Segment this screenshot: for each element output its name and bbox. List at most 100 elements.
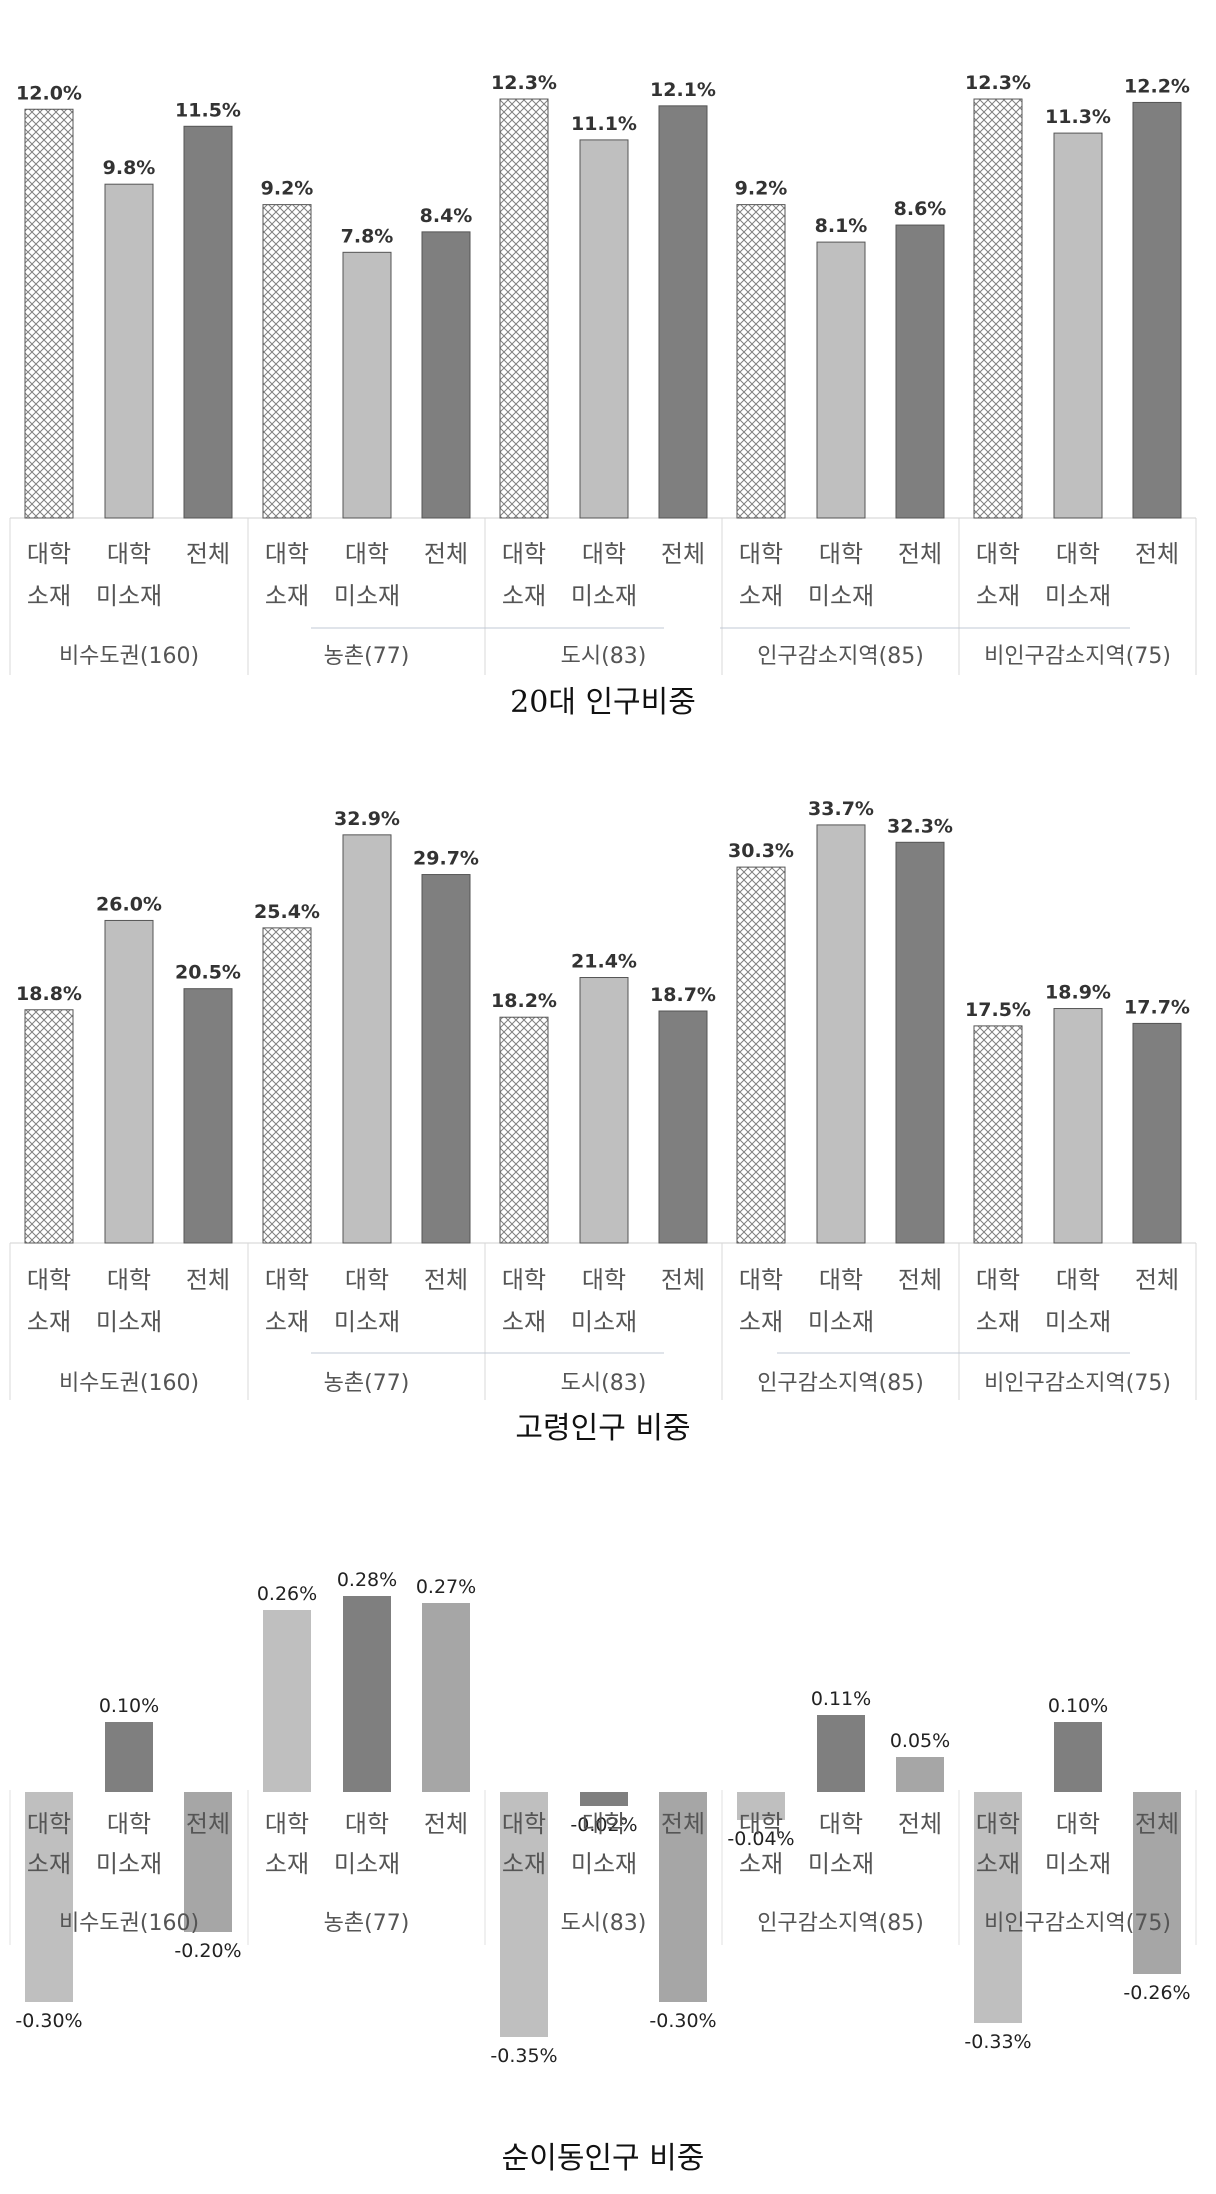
category-label: 미소재 bbox=[334, 582, 400, 610]
data-label: 26.0% bbox=[96, 893, 162, 915]
bar bbox=[1054, 1722, 1102, 1792]
data-label: 17.5% bbox=[965, 999, 1031, 1021]
data-label: 11.5% bbox=[175, 99, 241, 121]
category-label: 전체 bbox=[424, 540, 468, 568]
bar bbox=[183, 125, 233, 519]
data-label: 20.5% bbox=[175, 962, 241, 984]
data-label: -0.02% bbox=[570, 1814, 637, 1836]
group-label: 비수도권(160) bbox=[59, 644, 199, 669]
bar bbox=[816, 824, 866, 1244]
bar bbox=[499, 1016, 549, 1244]
bar bbox=[1132, 101, 1182, 519]
category-label: 대학 bbox=[107, 1266, 151, 1294]
data-label: 17.7% bbox=[1124, 996, 1190, 1018]
data-label: -0.04% bbox=[727, 1828, 794, 1850]
bar bbox=[895, 841, 945, 1244]
category-label: 미소재 bbox=[1045, 1308, 1111, 1336]
data-label: 18.9% bbox=[1045, 982, 1111, 1004]
chart-title: 순이동인구 비중 bbox=[502, 2141, 705, 2176]
bar bbox=[104, 183, 154, 519]
data-label: -0.33% bbox=[964, 2031, 1031, 2053]
category-label: 전체 bbox=[424, 1810, 468, 1838]
data-label: -0.30% bbox=[649, 2010, 716, 2032]
bar bbox=[262, 204, 312, 519]
data-label: 30.3% bbox=[728, 840, 794, 862]
bar bbox=[817, 1715, 865, 1792]
data-label: 25.4% bbox=[254, 901, 320, 923]
category-label: 미소재 bbox=[808, 582, 874, 610]
category-label: 대학 bbox=[502, 540, 546, 568]
category-label: 소재 bbox=[502, 1850, 546, 1878]
bar bbox=[1053, 1008, 1103, 1244]
bar bbox=[659, 1792, 707, 2002]
category-label: 미소재 bbox=[334, 1850, 400, 1878]
category-label: 전체 bbox=[898, 1266, 942, 1294]
data-label: 0.28% bbox=[337, 1569, 397, 1591]
category-label: 대학 bbox=[819, 1810, 863, 1838]
data-label: 11.3% bbox=[1045, 106, 1111, 128]
data-label: 12.2% bbox=[1124, 75, 1190, 97]
bar bbox=[24, 108, 74, 519]
data-label: 12.3% bbox=[965, 72, 1031, 94]
category-label: 대학 bbox=[1056, 1810, 1100, 1838]
category-label: 대학 bbox=[739, 1266, 783, 1294]
category-label: 전체 bbox=[1135, 1810, 1179, 1838]
group-label: 농촌(77) bbox=[324, 1371, 410, 1396]
data-label: 11.1% bbox=[571, 113, 637, 135]
category-label: 대학 bbox=[976, 540, 1020, 568]
category-label: 소재 bbox=[265, 1850, 309, 1878]
bar bbox=[973, 1025, 1023, 1244]
category-label: 미소재 bbox=[96, 1308, 162, 1336]
bar bbox=[1133, 1792, 1181, 1974]
bar bbox=[737, 1792, 785, 1820]
category-label: 대학 bbox=[265, 1266, 309, 1294]
category-label: 미소재 bbox=[808, 1850, 874, 1878]
category-label: 전체 bbox=[898, 1810, 942, 1838]
group-label: 도시(83) bbox=[561, 644, 647, 669]
bar bbox=[342, 251, 392, 519]
bar bbox=[896, 1757, 944, 1792]
category-label: 전체 bbox=[661, 1810, 705, 1838]
bar bbox=[1132, 1022, 1182, 1244]
bar bbox=[342, 834, 392, 1244]
bar bbox=[263, 1610, 311, 1792]
bar bbox=[736, 866, 786, 1244]
category-label: 소재 bbox=[739, 1850, 783, 1878]
bar bbox=[1053, 132, 1103, 519]
category-label: 대학 bbox=[265, 1810, 309, 1838]
category-label: 미소재 bbox=[808, 1308, 874, 1336]
bar bbox=[816, 241, 866, 519]
category-label: 소재 bbox=[976, 1308, 1020, 1336]
data-label: 0.27% bbox=[416, 1576, 476, 1598]
category-label: 대학 bbox=[345, 1810, 389, 1838]
data-label: 18.2% bbox=[491, 990, 557, 1012]
category-label: 미소재 bbox=[1045, 582, 1111, 610]
bar bbox=[184, 1792, 232, 1932]
data-label: 8.6% bbox=[894, 198, 947, 220]
category-label: 대학 bbox=[1056, 1266, 1100, 1294]
category-label: 전체 bbox=[661, 1266, 705, 1294]
category-label: 대학 bbox=[107, 1810, 151, 1838]
bar bbox=[658, 105, 708, 519]
data-label: 0.10% bbox=[1048, 1695, 1108, 1717]
data-label: 29.7% bbox=[413, 848, 479, 870]
category-label: 소재 bbox=[502, 1308, 546, 1336]
group-label: 비인구감소지역(75) bbox=[984, 644, 1171, 669]
data-label: 0.05% bbox=[890, 1730, 950, 1752]
category-label: 미소재 bbox=[571, 582, 637, 610]
category-label: 대학 bbox=[345, 540, 389, 568]
data-label: 0.10% bbox=[99, 1695, 159, 1717]
category-label: 미소재 bbox=[1045, 1850, 1111, 1878]
category-label: 대학 bbox=[345, 1266, 389, 1294]
bar bbox=[422, 1603, 470, 1792]
category-label: 대학 bbox=[739, 1810, 783, 1838]
data-label: -0.30% bbox=[15, 2010, 82, 2032]
data-label: 9.8% bbox=[103, 157, 156, 179]
category-label: 전체 bbox=[186, 1810, 230, 1838]
category-label: 소재 bbox=[265, 582, 309, 610]
category-label: 대학 bbox=[739, 540, 783, 568]
data-label: 0.26% bbox=[257, 1583, 317, 1605]
group-label: 도시(83) bbox=[561, 1371, 647, 1396]
